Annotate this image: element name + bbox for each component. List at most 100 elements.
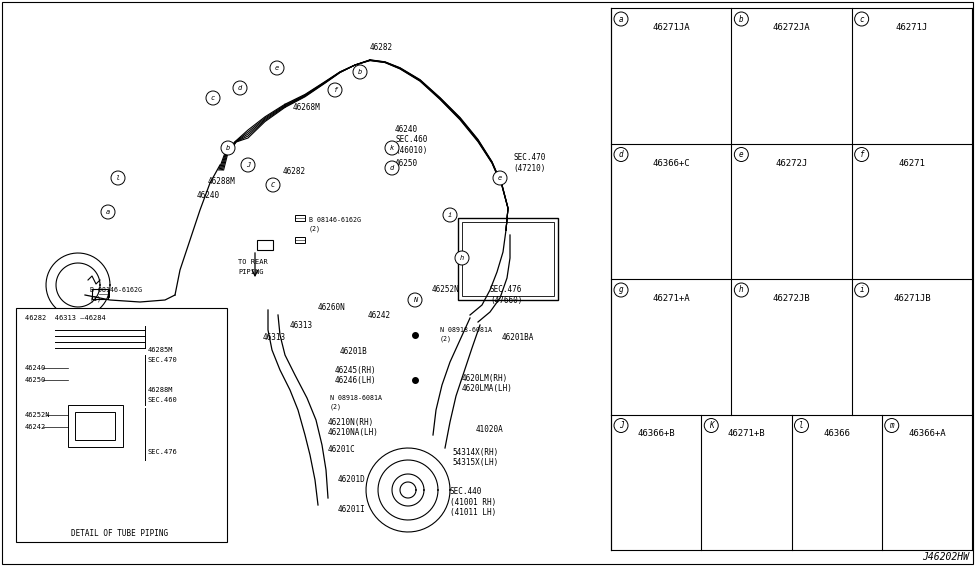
Text: i: i (859, 285, 864, 294)
Text: 46282  46313 —46284: 46282 46313 —46284 (25, 315, 105, 321)
Bar (295, 215, 305, 221)
Text: 46282: 46282 (283, 168, 306, 177)
Text: (2): (2) (440, 336, 452, 342)
Text: 4620LMA(LH): 4620LMA(LH) (462, 384, 513, 392)
Bar (68, 405, 123, 447)
Text: 46282: 46282 (370, 42, 393, 52)
Text: B 08146-6162G: B 08146-6162G (90, 287, 142, 293)
Text: 46201D: 46201D (338, 475, 366, 484)
Text: d: d (390, 165, 394, 171)
Bar (92, 289, 108, 299)
Circle shape (734, 148, 749, 161)
Text: SEC.476: SEC.476 (148, 449, 177, 455)
Text: g: g (619, 285, 623, 294)
Text: (2): (2) (309, 226, 321, 232)
Text: 46271JA: 46271JA (652, 23, 690, 32)
Text: 46201B: 46201B (340, 348, 368, 357)
Circle shape (353, 65, 367, 79)
Text: 46250: 46250 (25, 377, 46, 383)
Bar (295, 237, 305, 243)
Text: 46201C: 46201C (328, 445, 356, 454)
Text: SEC.460: SEC.460 (395, 135, 427, 144)
Text: l: l (116, 175, 120, 181)
Text: 54315X(LH): 54315X(LH) (452, 457, 498, 466)
Circle shape (101, 205, 115, 219)
Circle shape (734, 283, 749, 297)
Text: TO REAR: TO REAR (238, 259, 268, 265)
Circle shape (734, 12, 749, 26)
Text: (46010): (46010) (395, 145, 427, 155)
Text: K: K (709, 421, 714, 430)
Text: J: J (246, 162, 251, 168)
Text: 46313: 46313 (263, 333, 286, 342)
Text: J46202HW: J46202HW (922, 552, 969, 562)
Text: 46242: 46242 (25, 424, 46, 430)
Text: 46271+B: 46271+B (727, 430, 765, 439)
Text: 46252N: 46252N (432, 285, 460, 294)
Text: 46210NA(LH): 46210NA(LH) (328, 427, 379, 436)
Text: SEC.440: SEC.440 (450, 487, 483, 496)
Text: (2): (2) (330, 404, 342, 410)
Circle shape (614, 148, 628, 161)
Bar (75, 412, 115, 440)
Text: d: d (619, 150, 623, 159)
Text: (47660): (47660) (490, 295, 523, 305)
Text: b: b (358, 69, 362, 75)
Text: 46246(LH): 46246(LH) (335, 375, 376, 384)
Text: 46271J: 46271J (896, 23, 928, 32)
Text: 46245(RH): 46245(RH) (335, 366, 376, 375)
Text: 41020A: 41020A (476, 426, 504, 435)
Circle shape (266, 178, 280, 192)
Text: 46366+B: 46366+B (638, 430, 675, 439)
Text: 46210N(RH): 46210N(RH) (328, 418, 374, 427)
Circle shape (328, 83, 342, 97)
Text: 4620LM(RH): 4620LM(RH) (462, 374, 508, 383)
Circle shape (233, 81, 247, 95)
Circle shape (385, 141, 399, 155)
Text: 46240: 46240 (197, 191, 220, 200)
Text: m: m (889, 421, 894, 430)
Text: k: k (390, 145, 394, 151)
Circle shape (493, 171, 507, 185)
Text: N: N (412, 297, 417, 303)
Bar (458, 218, 558, 300)
Bar (99, 291, 109, 297)
Text: (47210): (47210) (513, 164, 545, 173)
Text: 46366: 46366 (823, 430, 850, 439)
Text: (41001 RH): (41001 RH) (450, 498, 496, 507)
Text: 46271: 46271 (898, 158, 925, 168)
Text: 46240: 46240 (395, 126, 418, 135)
Text: 46366+A: 46366+A (908, 430, 946, 439)
Text: FRONT: FRONT (37, 379, 66, 405)
Text: e: e (275, 65, 279, 71)
Text: (41011 LH): (41011 LH) (450, 508, 496, 517)
Text: 46288M: 46288M (148, 387, 174, 393)
Circle shape (455, 251, 469, 265)
Text: B 08146-6162G: B 08146-6162G (309, 217, 361, 223)
Bar (462, 222, 554, 296)
Text: N 08918-6081A: N 08918-6081A (330, 395, 382, 401)
Text: 46201BA: 46201BA (502, 332, 534, 341)
Circle shape (855, 148, 869, 161)
Circle shape (614, 12, 628, 26)
Text: PIPING: PIPING (238, 269, 263, 275)
Text: J: J (619, 421, 623, 430)
Circle shape (614, 418, 628, 432)
Text: DETAIL OF TUBE PIPING: DETAIL OF TUBE PIPING (71, 530, 169, 538)
Circle shape (111, 171, 125, 185)
Text: 46242: 46242 (368, 311, 391, 320)
Circle shape (206, 91, 220, 105)
Text: 46366+C: 46366+C (652, 158, 690, 168)
Text: SEC.460: SEC.460 (148, 397, 177, 403)
Text: 46313: 46313 (290, 320, 313, 329)
Bar (16, 308, 227, 542)
Text: b: b (739, 15, 744, 24)
Circle shape (795, 418, 808, 432)
Text: h: h (739, 285, 744, 294)
Text: 46271JB: 46271JB (893, 294, 931, 303)
Circle shape (443, 208, 457, 222)
Bar (257, 240, 273, 250)
Text: 46201I: 46201I (338, 505, 366, 514)
Text: (1): (1) (90, 296, 102, 302)
Text: e: e (498, 175, 502, 181)
